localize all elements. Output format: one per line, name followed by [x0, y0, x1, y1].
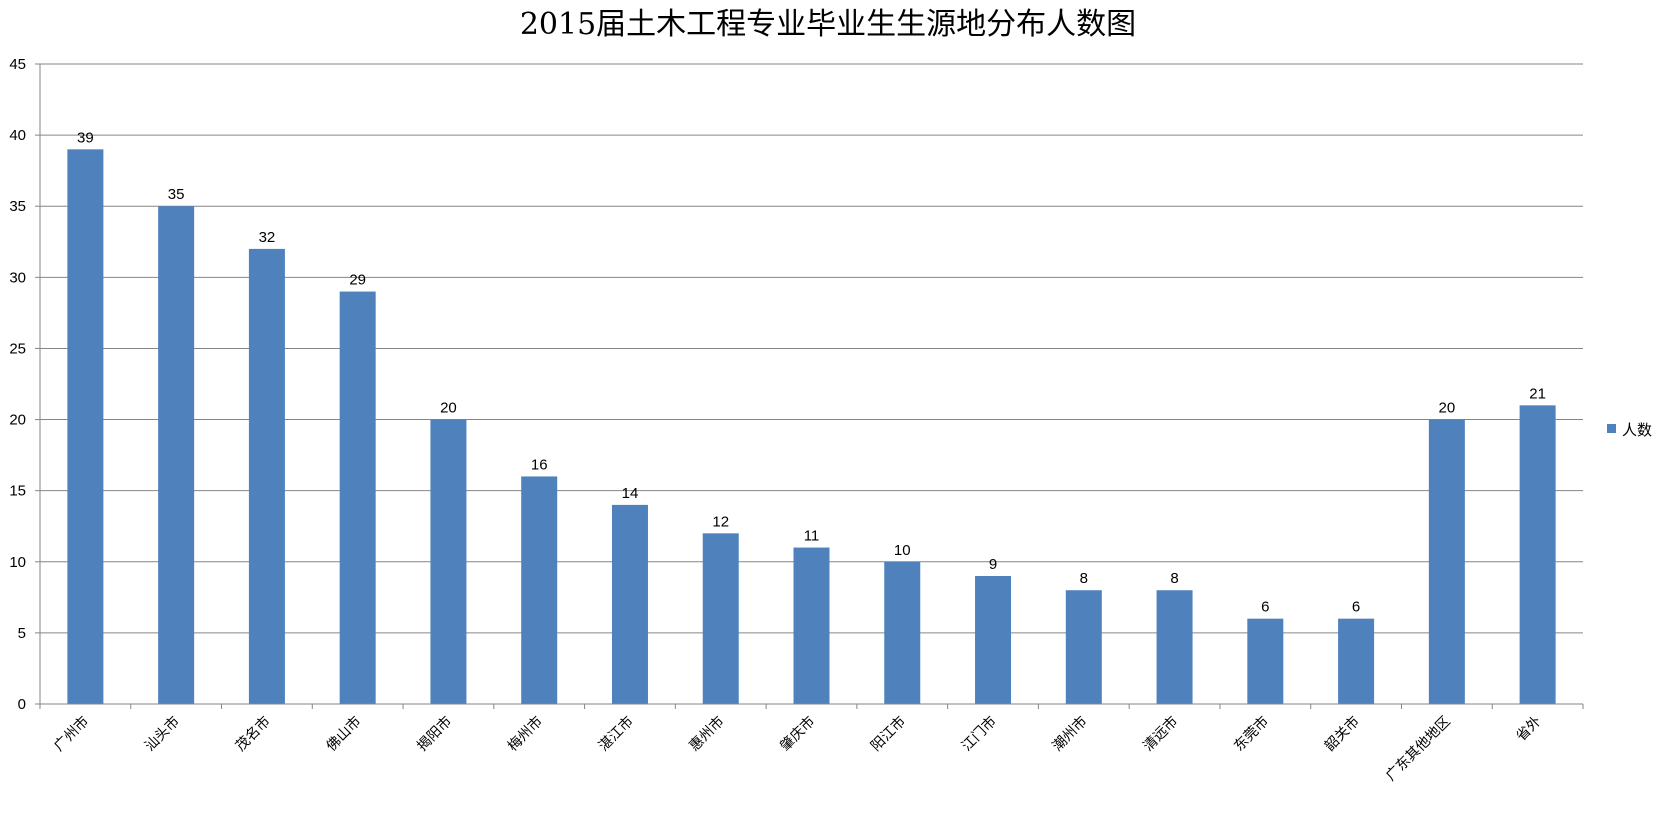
y-tick-label: 5: [18, 625, 26, 642]
bar: [1065, 590, 1102, 704]
bar: [611, 504, 648, 704]
y-tick-label: 25: [9, 340, 26, 357]
bars: [67, 149, 1556, 705]
bar: [158, 206, 195, 704]
bar: [521, 476, 558, 704]
data-label: 14: [622, 485, 639, 502]
category-label: 韶关市: [1321, 713, 1363, 755]
data-label: 29: [349, 272, 366, 289]
bar: [975, 576, 1012, 704]
bar: [702, 533, 739, 704]
y-tick-label: 15: [9, 483, 26, 500]
bar: [793, 547, 830, 704]
y-tick-label: 45: [9, 56, 26, 73]
data-label: 20: [440, 400, 457, 417]
legend: 人数: [1607, 421, 1652, 439]
legend-label: 人数: [1622, 421, 1652, 439]
category-label: 江门市: [958, 713, 1000, 755]
data-label: 35: [168, 186, 185, 203]
y-tick-label: 30: [9, 269, 26, 286]
category-label: 广州市: [50, 713, 92, 755]
category-label: 梅州市: [504, 713, 546, 755]
y-tick-label: 10: [9, 554, 26, 571]
data-label: 8: [1080, 570, 1088, 587]
data-label: 16: [531, 456, 548, 473]
data-label: 32: [259, 229, 276, 246]
data-label: 21: [1529, 385, 1546, 402]
bar: [1247, 618, 1284, 704]
category-label: 佛山市: [323, 713, 365, 755]
category-label: 潮州市: [1049, 713, 1091, 755]
bar: [67, 149, 104, 705]
data-label: 11: [804, 528, 820, 545]
data-label: 10: [894, 542, 911, 559]
data-labels: 39 35 32 29 20 16 14 12 11 10 9 8 8 6 6 20 21: [77, 129, 1546, 615]
data-label: 9: [989, 556, 997, 573]
y-tick-label: 35: [9, 198, 26, 215]
data-label: 8: [1170, 570, 1178, 587]
data-label: 6: [1261, 599, 1269, 616]
x-axis-category-labels: 广州市 汕头市 茂名市 佛山市 揭阳市 梅州市 湛江市 惠州市 肇庆市 阳江市 江门市 潮州市 清远市 东…: [50, 713, 1544, 784]
data-label: 20: [1439, 400, 1456, 417]
bar: [1156, 590, 1193, 704]
category-label: 惠州市: [686, 713, 728, 755]
category-label: 揭阳市: [414, 713, 456, 755]
bar: [248, 248, 285, 704]
bar: [430, 419, 467, 704]
category-label: 茂名市: [232, 713, 274, 755]
category-label: 湛江市: [595, 713, 637, 755]
bar: [884, 561, 921, 704]
y-tick-label: 0: [18, 696, 26, 713]
category-label: 省外: [1513, 714, 1544, 745]
category-label: 汕头市: [141, 713, 183, 755]
category-label: 肇庆市: [777, 713, 819, 755]
bar: [1428, 419, 1465, 704]
legend-swatch: [1607, 424, 1616, 433]
data-label: 6: [1352, 599, 1360, 616]
category-label: 阳江市: [867, 713, 909, 755]
category-label: 清远市: [1140, 713, 1182, 755]
y-axis-ticks: 0 5 10 15 20 25 30 35 40 45: [9, 56, 26, 713]
axes: [35, 63, 1584, 709]
bar: [1519, 405, 1556, 704]
gridlines: [40, 63, 1583, 634]
category-label: 广东其他地区: [1383, 714, 1454, 785]
bar: [1338, 618, 1375, 704]
category-label: 东莞市: [1230, 713, 1272, 755]
data-label: 12: [712, 513, 729, 530]
bar: [339, 291, 376, 704]
chart-title: 2015届土木工程专业毕业生生源地分布人数图: [520, 7, 1136, 42]
data-label: 39: [77, 129, 94, 146]
y-tick-label: 40: [9, 127, 26, 144]
y-tick-label: 20: [9, 412, 26, 429]
